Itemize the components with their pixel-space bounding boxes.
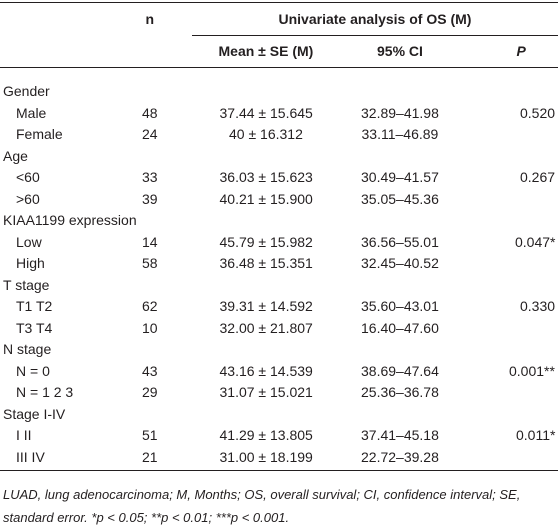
row-label: Male [16,104,47,121]
cell-mean: 36.03 ± 15.623 [219,169,313,186]
cell-n: 48 [142,104,158,121]
cell-mean: 36.48 ± 15.351 [219,255,313,272]
cell-p: 0.047* [515,233,556,250]
cell-ci: 32.89–41.98 [361,104,439,121]
header-n: n [145,11,155,27]
cell-ci: 30.49–41.57 [361,169,439,186]
cell-mean: 41.29 ± 13.805 [219,427,313,444]
row-label: <60 [16,169,40,186]
bottom-rule [0,470,558,471]
cell-n: 24 [142,126,158,143]
cell-n: 62 [142,298,158,315]
row-label: High [16,255,45,272]
cell-p: 0.520 [520,104,556,121]
cell-n: 58 [142,255,158,272]
cell-n: 10 [142,319,158,336]
group-label: Age [3,147,28,164]
header-rule [0,67,558,68]
cell-p: 0.001** [509,362,555,379]
group-label: Gender [3,83,50,99]
cell-n: 51 [142,427,158,444]
group-label: N stage [3,341,52,358]
cell-mean: 31.00 ± 18.199 [219,449,313,465]
cell-n: 21 [142,449,158,465]
cell-ci: 32.45–40.52 [361,255,439,272]
cell-p: 0.330 [520,298,556,315]
cell-p: 0.267 [520,169,556,186]
header-col: Mean ± SE (M) [218,43,314,59]
row-label: N = 1 2 3 [16,384,74,401]
header-col: P [516,43,526,59]
cell-mean: 37.44 ± 15.645 [219,104,313,121]
cell-ci: 36.56–55.01 [361,233,439,250]
row-label: I II [16,427,32,444]
group-label: KIAA1199 expression [3,212,137,229]
cell-mean: 32.00 ± 21.807 [219,319,313,336]
row-label: T3 T4 [16,319,53,336]
cell-ci: 37.41–45.18 [361,427,439,444]
cell-n: 39 [142,190,158,207]
cell-n: 43 [142,362,158,379]
cell-n: 29 [142,384,158,401]
cell-mean: 31.07 ± 15.021 [219,384,313,401]
group-label: Stage I-IV [3,405,66,422]
header-group: Univariate analysis of OS (M) [278,11,472,27]
footnote: LUAD, lung adenocarcinoma; M, Months; OS… [3,487,521,525]
row-label: III IV [16,449,45,465]
row-label: >60 [16,190,40,207]
row-label: T1 T2 [16,298,53,315]
cell-ci: 38.69–47.64 [361,362,439,379]
cell-n: 14 [142,233,158,250]
cell-p: 0.011* [516,427,556,444]
top-rule [0,2,558,3]
cell-ci: 16.40–47.60 [361,319,439,336]
cell-mean: 40.21 ± 15.900 [219,190,313,207]
cell-mean: 43.16 ± 14.539 [219,362,313,379]
cell-mean: 40 ± 16.312 [229,126,303,143]
header-col: 95% CI [377,43,423,59]
cell-ci: 33.11–46.89 [361,126,439,143]
row-label: Low [16,233,42,250]
cell-mean: 39.31 ± 14.592 [219,298,313,315]
row-label: N = 0 [16,362,50,379]
group-rule [192,35,558,36]
cell-ci: 35.60–43.01 [361,298,439,315]
cell-ci: 35.05–45.36 [361,190,439,207]
cell-mean: 45.79 ± 15.982 [219,233,313,250]
cell-ci: 25.36–36.78 [361,384,439,401]
cell-ci: 22.72–39.28 [361,449,439,465]
group-label: T stage [3,276,50,293]
row-label: Female [16,126,63,143]
cell-n: 33 [142,169,158,186]
